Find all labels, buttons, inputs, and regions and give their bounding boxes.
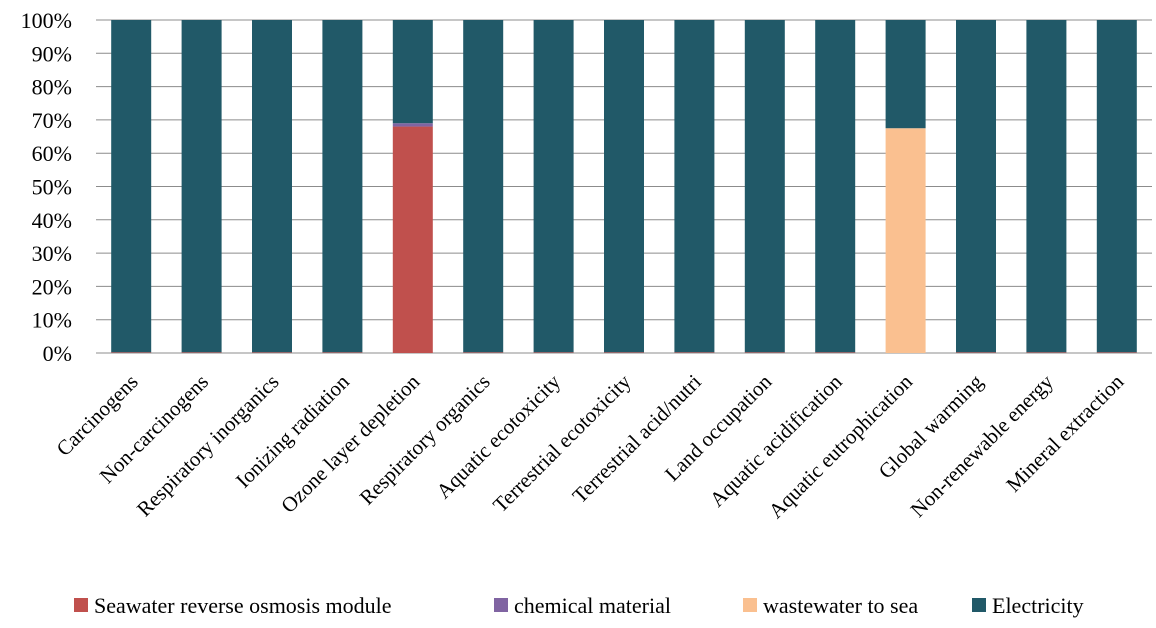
bar-segment (674, 352, 715, 353)
y-tick-label: 10% (32, 308, 72, 333)
legend-swatch (494, 598, 508, 612)
y-axis-ticks: 0% 10% 20% 30% 40% 50% 60% 70% 80% 90% 100% (21, 8, 72, 366)
y-tick-label: 60% (32, 141, 72, 166)
bar-segment (181, 20, 222, 353)
y-tick-label: 40% (32, 208, 72, 233)
bar-segment (604, 20, 644, 353)
bar-segment (392, 123, 433, 127)
bar-segment (815, 20, 856, 353)
bar-segment (815, 352, 856, 353)
x-category-label: Aquatic ecotoxicity (431, 369, 565, 503)
bar-segment (604, 352, 644, 353)
y-tick-label: 90% (32, 41, 72, 66)
bar-layer (111, 20, 1137, 353)
bar-segment (1096, 352, 1137, 353)
legend-swatch (972, 598, 986, 612)
bar-segment (322, 20, 363, 353)
legend-swatch (743, 598, 757, 612)
x-category-label: Mineral extraction (1001, 369, 1128, 496)
bar-segment (1026, 20, 1067, 353)
bar-segment (674, 20, 715, 353)
bar-segment (181, 352, 222, 353)
legend-label: wastewater to sea (763, 593, 918, 618)
bar-segment (533, 352, 574, 353)
bar-segment (956, 20, 996, 353)
y-tick-label: 80% (32, 75, 72, 100)
bar-segment (322, 352, 363, 353)
bar-segment (463, 20, 504, 353)
bar-segment (885, 128, 926, 353)
bar-segment (1026, 352, 1067, 353)
bar-segment (252, 352, 292, 353)
legend-label: chemical material (514, 593, 671, 618)
legend-label: Seawater reverse osmosis module (94, 593, 392, 618)
bar-segment (744, 20, 785, 353)
bar-segment (111, 20, 152, 353)
legend: Seawater reverse osmosis module chemical … (74, 593, 1084, 618)
x-category-label: Terrestrial acid/nutri (568, 369, 706, 507)
legend-swatch (74, 598, 88, 612)
bar-segment (252, 20, 292, 353)
bar-segment (111, 352, 152, 353)
bar-segment (956, 352, 996, 353)
bar-segment (392, 20, 433, 124)
x-category-label: Respiratory organics (355, 370, 495, 510)
bar-segment (744, 352, 785, 353)
y-tick-label: 50% (32, 175, 72, 200)
legend-label: Electricity (992, 593, 1084, 618)
y-tick-label: 100% (21, 8, 72, 33)
y-tick-label: 70% (32, 108, 72, 133)
y-tick-label: 30% (32, 241, 72, 266)
bar-segment (533, 20, 574, 353)
bar-segment (392, 126, 433, 353)
x-category-label: Ozone layer depletion (276, 369, 424, 517)
y-tick-label: 0% (43, 341, 72, 366)
bar-segment (1096, 20, 1137, 353)
x-category-label: Terrestrial ecotoxicity (488, 369, 636, 517)
bar-segment (885, 20, 926, 129)
x-category-label: Aquatic acidification (705, 369, 847, 511)
y-tick-label: 20% (32, 274, 72, 299)
bar-segment (463, 352, 504, 353)
